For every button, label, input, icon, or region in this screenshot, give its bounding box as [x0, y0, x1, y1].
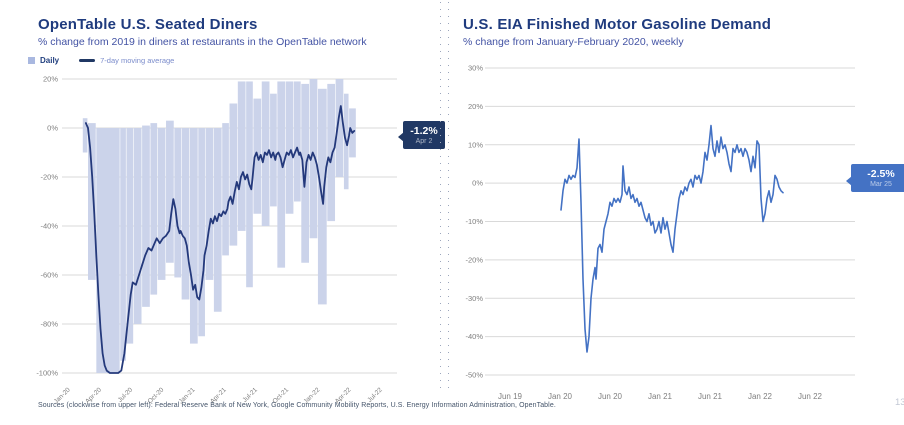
- daily-series-swatch: [28, 57, 35, 64]
- daily-bar: [181, 128, 190, 300]
- y-tick-label: 10%: [468, 140, 483, 149]
- daily-bar: [96, 128, 120, 373]
- legend-label-moving-average: 7-day moving average: [100, 56, 175, 65]
- daily-bar: [229, 103, 238, 246]
- moving-average-line: [85, 105, 356, 374]
- y-tick-label: -100%: [36, 369, 58, 378]
- daily-bar: [294, 81, 301, 202]
- daily-bar: [126, 128, 134, 344]
- daily-bar: [189, 128, 198, 344]
- y-tick-label: 0%: [47, 124, 58, 133]
- daily-bar: [285, 81, 294, 214]
- y-tick-label: -20%: [465, 255, 483, 264]
- daily-bar: [237, 81, 246, 231]
- daily-bar: [277, 81, 286, 268]
- x-tick-label: Jan 21: [648, 392, 673, 401]
- y-tick-label: 30%: [468, 64, 483, 73]
- daily-bar: [88, 123, 96, 280]
- daily-bar: [82, 118, 88, 153]
- y-tick-label: -80%: [40, 320, 58, 329]
- x-tick-label: Jun 20: [598, 392, 623, 401]
- sources-footnote: Sources (clockwise from upper left): Fed…: [38, 402, 556, 409]
- gasoline-callout-value: -2.5%: [867, 168, 895, 180]
- opentable-chart-canvas: 20%0%-20%-40%-60%-80%-100%Jan-20 Apr-20 Ju…: [36, 75, 397, 405]
- gasoline-latest-value-callout: -2.5% Mar 25: [846, 164, 904, 193]
- y-tick-label: 20%: [43, 75, 58, 84]
- x-tick-label: Jun 21: [698, 392, 723, 401]
- daily-bar: [133, 128, 142, 324]
- daily-bar: [270, 93, 277, 207]
- y-tick-label: -60%: [40, 271, 58, 280]
- x-tick-label: Jan 20: [548, 392, 573, 401]
- daily-bars: [82, 79, 356, 373]
- callout-arrow-right-icon: [846, 176, 852, 186]
- legend-item-moving-average: 7-day moving average: [79, 56, 174, 65]
- x-tick-label: Jun 22: [798, 392, 823, 401]
- daily-bar: [150, 123, 158, 295]
- opentable-legend: Daily 7-day moving average: [28, 56, 174, 65]
- daily-bar: [222, 123, 229, 256]
- opentable-chart-title: OpenTable U.S. Seated Diners: [38, 16, 258, 33]
- daily-bar: [142, 125, 150, 307]
- y-tick-label: -40%: [465, 332, 483, 341]
- moving-average-series-swatch: [79, 59, 96, 62]
- callout-arrow-left-icon: [398, 132, 404, 142]
- y-tick-label: -10%: [465, 217, 483, 226]
- y-tick-label: -20%: [40, 173, 58, 182]
- opentable-chart-panel: OpenTable U.S. Seated Diners % change fr…: [28, 16, 397, 405]
- y-tick-label: 0%: [472, 179, 483, 188]
- daily-bar: [198, 128, 205, 337]
- gasoline-callout-date: Mar 25: [870, 181, 892, 189]
- daily-bar: [205, 128, 214, 280]
- x-tick-label: Jun 19: [498, 392, 523, 401]
- legend-item-daily: Daily: [28, 56, 59, 65]
- gasoline-chart-panel: U.S. EIA Finished Motor Gasoline Demand …: [452, 0, 904, 425]
- y-tick-label: 20%: [468, 102, 483, 111]
- opentable-latest-value-callout: -1.2% Apr 2: [398, 121, 445, 150]
- panel-divider-dotted-line: [440, 2, 441, 394]
- y-tick-label: -30%: [465, 294, 483, 303]
- y-tick-label: -50%: [465, 371, 483, 380]
- gasoline-chart-canvas: 30% 20% 10% 0% -10% -20% -30% -40% -50% Jun 19 Jan…: [465, 64, 855, 401]
- y-tick-label: -40%: [40, 222, 58, 231]
- panel-divider-dotted-line: [448, 2, 449, 394]
- daily-bar: [120, 128, 126, 361]
- opentable-callout-date: Apr 2: [415, 138, 433, 146]
- gasoline-demand-line: [560, 124, 784, 353]
- daily-bar: [309, 79, 318, 239]
- daily-bar: [157, 128, 166, 280]
- opentable-chart-subtitle: % change from 2019 in diners at restaura…: [38, 36, 367, 48]
- legend-label-daily: Daily: [40, 56, 60, 65]
- opentable-callout-value: -1.2%: [410, 125, 438, 137]
- gasoline-chart-subtitle: % change from January-February 2020, wee…: [463, 36, 684, 48]
- page-number: 13: [895, 397, 904, 408]
- daily-bar: [174, 128, 182, 278]
- gasoline-chart-title: U.S. EIA Finished Motor Gasoline Demand: [463, 16, 772, 33]
- x-tick-label: Jan 22: [748, 392, 773, 401]
- daily-bar: [327, 83, 336, 222]
- daily-bar: [166, 120, 174, 263]
- daily-bar: [335, 79, 344, 177]
